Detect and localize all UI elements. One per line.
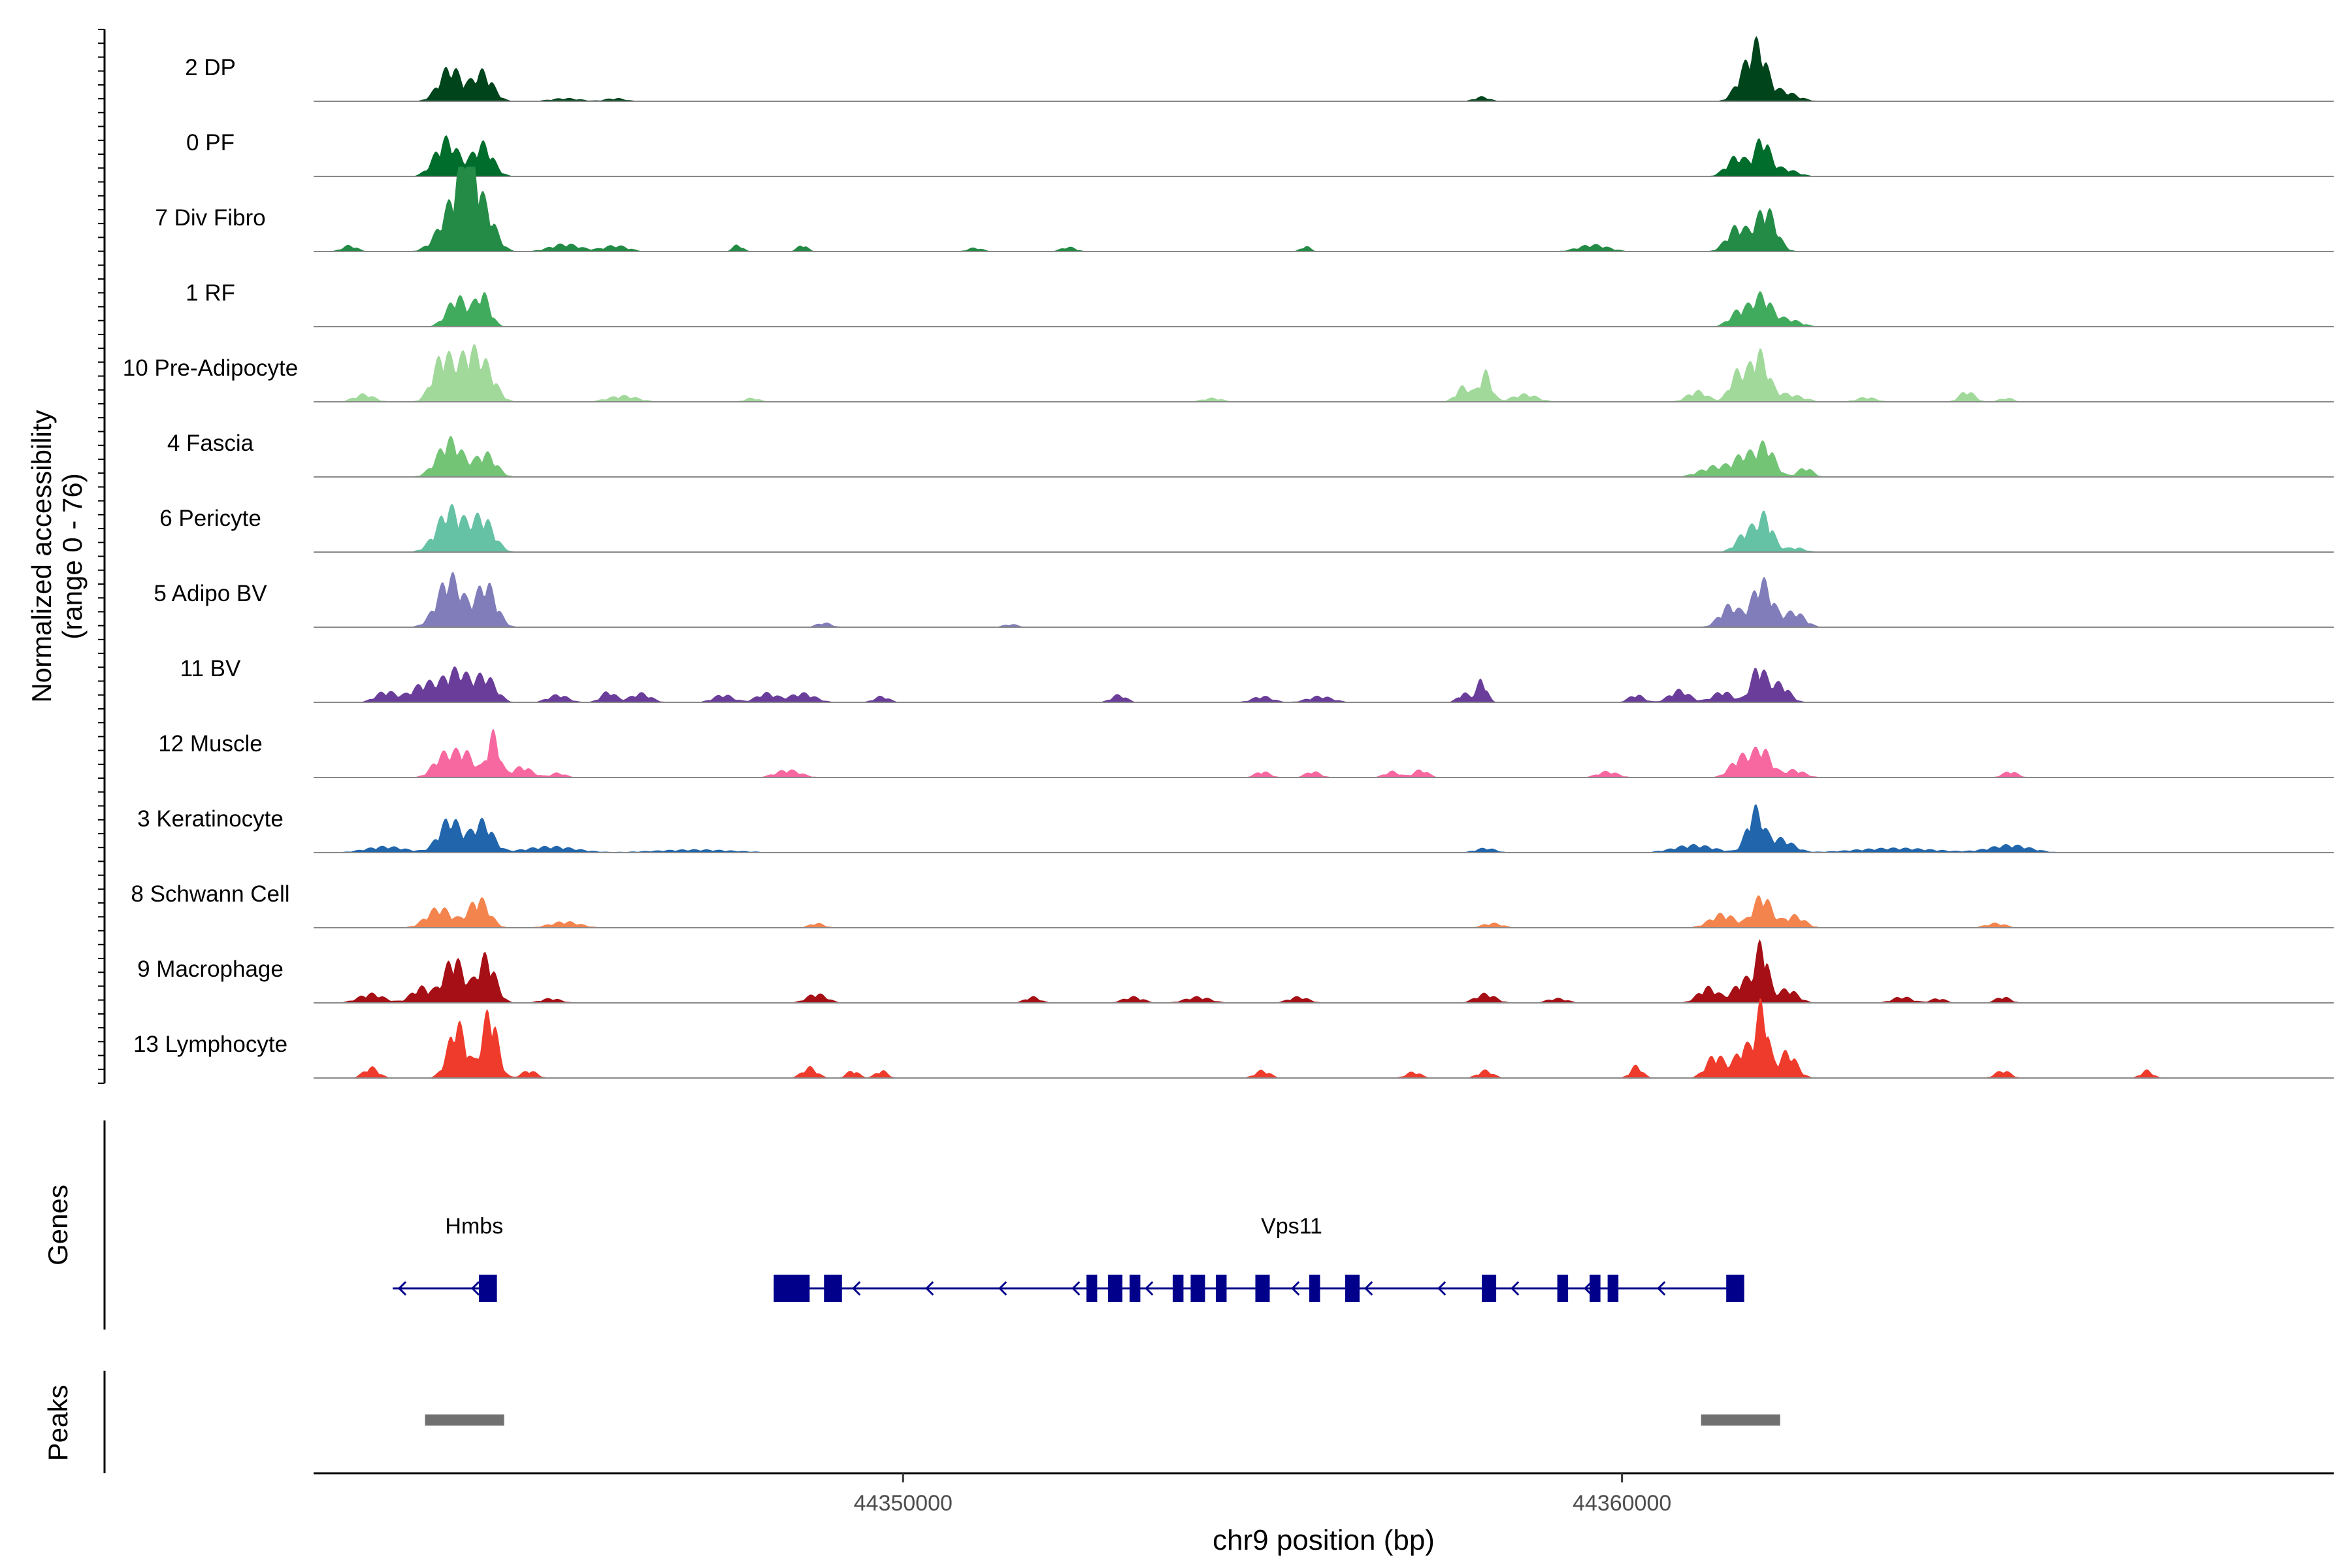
- peak-region: [1701, 1414, 1780, 1426]
- track-2-dp: 2 DP: [185, 36, 2334, 102]
- track-10-pre-adipocyte: 10 Pre-Adipocyte: [123, 344, 2334, 402]
- track-label: 11 BV: [180, 656, 241, 681]
- y-axis-range-label: (range 0 - 76): [57, 473, 88, 639]
- track-4-fascia: 4 Fascia: [167, 431, 2334, 478]
- signal-area: [314, 939, 2334, 1003]
- exon: [1482, 1275, 1497, 1302]
- strand-arrow-icon: [1145, 1281, 1154, 1296]
- signal-area: [314, 135, 2334, 176]
- track-6-pericyte: 6 Pericyte: [159, 503, 2334, 553]
- peaks-track: Peaks: [42, 1371, 1780, 1473]
- track-label: 2 DP: [185, 55, 236, 80]
- coverage-tracks: 2 DP 0 PF 7 Div Fibro 1 RF 10 Pre-Adipocyte 4…: [123, 36, 2334, 1079]
- track-label: 0 PF: [186, 130, 235, 155]
- signal-area: [314, 344, 2334, 402]
- x-axis: 44350000 44360000: [314, 1472, 2334, 1516]
- genes-track-label: Genes: [42, 1184, 73, 1266]
- gene-vps11: Vps11: [774, 1214, 1744, 1302]
- track-11-bv: 11 BV: [180, 656, 2334, 703]
- track-label: 12 Muscle: [158, 731, 263, 757]
- strand-arrow-icon: [1511, 1281, 1520, 1296]
- strand-arrow-icon: [1071, 1281, 1081, 1296]
- strand-arrow-icon: [925, 1281, 934, 1296]
- track-label: 6 Pericyte: [159, 506, 261, 531]
- exon: [479, 1275, 497, 1302]
- genes-track: Genes Hmbs Vps11: [42, 1120, 1744, 1330]
- strand-arrow-icon: [1584, 1281, 1593, 1296]
- strand-arrow-icon: [1364, 1281, 1373, 1296]
- gene-hmbs: Hmbs: [393, 1214, 503, 1302]
- track-3-keratinocyte: 3 Keratinocyte: [137, 804, 2334, 853]
- track-label: 5 Adipo BV: [154, 581, 267, 606]
- track-9-macrophage: 9 Macrophage: [137, 939, 2334, 1004]
- strand-arrow-icon: [998, 1281, 1007, 1296]
- signal-area: [314, 728, 2334, 777]
- track-label: 3 Keratinocyte: [137, 806, 284, 832]
- signal-area: [314, 998, 2334, 1078]
- strand-arrow-icon: [1437, 1281, 1446, 1296]
- exon: [1190, 1275, 1205, 1302]
- exon: [1129, 1275, 1141, 1302]
- x-axis-title: chr9 position (bp): [1213, 1524, 1435, 1556]
- exon: [1726, 1275, 1744, 1302]
- signal-area: [314, 436, 2334, 477]
- x-tick-label: 44360000: [1573, 1491, 1671, 1516]
- track-0-pf: 0 PF: [186, 130, 2334, 177]
- track-label: 13 Lymphocyte: [133, 1032, 287, 1057]
- peak-region: [425, 1414, 504, 1426]
- strand-arrow-icon: [1291, 1281, 1300, 1296]
- exon: [1590, 1275, 1601, 1302]
- gene-name: Vps11: [1261, 1214, 1322, 1239]
- track-5-adipo-bv: 5 Adipo BV: [154, 572, 2334, 628]
- signal-area: [314, 503, 2334, 552]
- signal-area: [314, 895, 2334, 928]
- gene-name: Hmbs: [445, 1214, 503, 1239]
- y-axis-title: Normalized accessibility: [26, 410, 57, 702]
- peaks-track-label: Peaks: [42, 1385, 73, 1462]
- track-7-div-fibro: 7 Div Fibro: [155, 167, 2334, 252]
- track-12-muscle: 12 Muscle: [158, 728, 2334, 778]
- signal-area: [314, 291, 2334, 327]
- track-label: 8 Schwann Cell: [131, 881, 289, 907]
- signal-area: [314, 804, 2334, 853]
- track-8-schwann-cell: 8 Schwann Cell: [131, 881, 2334, 928]
- exon: [1086, 1275, 1098, 1302]
- track-label: 4 Fascia: [167, 431, 254, 456]
- exon: [1107, 1275, 1122, 1302]
- signal-area: [314, 572, 2334, 627]
- signal-area: [314, 666, 2334, 702]
- exon: [1309, 1275, 1320, 1302]
- exon: [1557, 1275, 1569, 1302]
- exon: [1255, 1275, 1270, 1302]
- signal-area: [314, 167, 2334, 252]
- exon: [774, 1275, 810, 1302]
- track-label: 7 Div Fibro: [155, 205, 265, 231]
- exon: [1345, 1275, 1360, 1302]
- x-tick-label: 44350000: [854, 1491, 953, 1516]
- track-label: 10 Pre-Adipocyte: [123, 355, 298, 381]
- strand-arrow-icon: [397, 1281, 407, 1296]
- exon: [1607, 1275, 1619, 1302]
- strand-arrow-icon: [470, 1281, 480, 1296]
- exon: [1215, 1275, 1227, 1302]
- track-13-lymphocyte: 13 Lymphocyte: [133, 998, 2334, 1079]
- exon: [1172, 1275, 1184, 1302]
- track-label: 1 RF: [186, 280, 235, 306]
- signal-area: [314, 36, 2334, 101]
- strand-arrow-icon: [852, 1281, 861, 1296]
- strand-arrow-icon: [1657, 1281, 1666, 1296]
- exon: [824, 1275, 842, 1302]
- y-axis: [98, 29, 106, 1084]
- track-1-rf: 1 RF: [186, 280, 2334, 327]
- track-label: 9 Macrophage: [137, 956, 284, 982]
